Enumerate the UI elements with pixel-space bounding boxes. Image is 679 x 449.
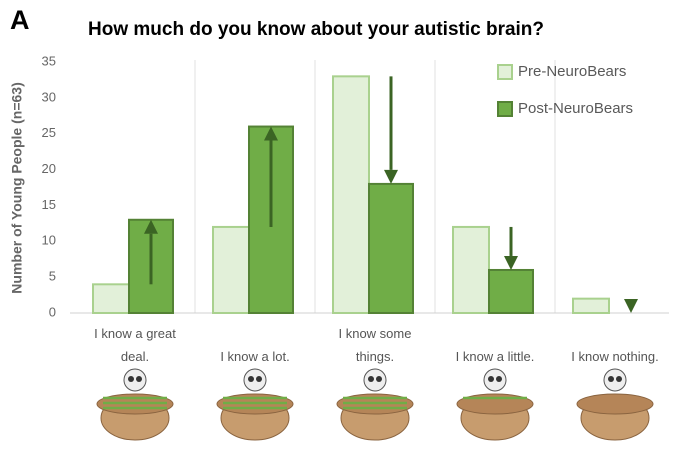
legend-swatch	[497, 101, 513, 117]
bar	[368, 182, 414, 314]
y-tick-label: 25	[42, 125, 56, 140]
y-tick-label: 5	[49, 269, 56, 284]
arrow-part	[384, 169, 398, 184]
change-arrow	[504, 226, 518, 270]
bear-eye	[256, 376, 262, 382]
bear-eye	[496, 376, 502, 382]
bear-head	[123, 368, 147, 392]
legend-swatch	[497, 64, 513, 80]
chart-title: How much do you know about your autistic…	[88, 19, 544, 40]
bear-eye	[368, 376, 374, 382]
x-tick-label: I know some things.	[338, 326, 412, 364]
y-tick-label: 20	[42, 161, 56, 176]
bar	[212, 225, 250, 314]
change-arrow	[264, 126, 278, 227]
bear-eye	[248, 376, 254, 382]
y-tick-label: 15	[42, 197, 56, 212]
arrow-part	[264, 126, 278, 141]
bear-eye	[376, 376, 382, 382]
legend-label: Post-NeuroBears	[518, 100, 633, 117]
arrow-part	[624, 299, 638, 313]
bear-eye	[488, 376, 494, 382]
y-tick-label: 0	[49, 304, 56, 319]
legend-label: Pre-NeuroBears	[518, 63, 626, 80]
arrow-part	[504, 255, 518, 270]
bear-head	[243, 368, 267, 392]
change-arrow	[624, 299, 638, 313]
x-tick-label: I know a great deal.	[94, 326, 176, 364]
bar	[332, 75, 370, 315]
bar	[488, 268, 534, 315]
x-tick-label: I know nothing.	[571, 349, 659, 364]
change-arrow	[144, 219, 158, 285]
x-tick-label: I know a little.	[455, 349, 535, 364]
bear-head	[603, 368, 627, 392]
change-arrow	[384, 76, 398, 184]
bear-head	[483, 368, 507, 392]
bear-eye	[608, 376, 614, 382]
bar	[92, 283, 130, 315]
y-axis-label: Number of Young People (n=63)	[9, 82, 25, 293]
bear-eye	[136, 376, 142, 382]
x-tick-label: I know a lot.	[220, 349, 290, 364]
bar	[452, 225, 490, 314]
bear-eye	[616, 376, 622, 382]
arrow-part	[144, 219, 158, 234]
y-tick-label: 30	[42, 89, 56, 104]
bear-eye	[128, 376, 134, 382]
y-tick-label: 10	[42, 233, 56, 248]
bear-head	[363, 368, 387, 392]
y-tick-label: 35	[42, 53, 56, 68]
panel-label: A	[10, 5, 30, 35]
pot-rim	[576, 393, 654, 415]
bar	[572, 297, 610, 314]
